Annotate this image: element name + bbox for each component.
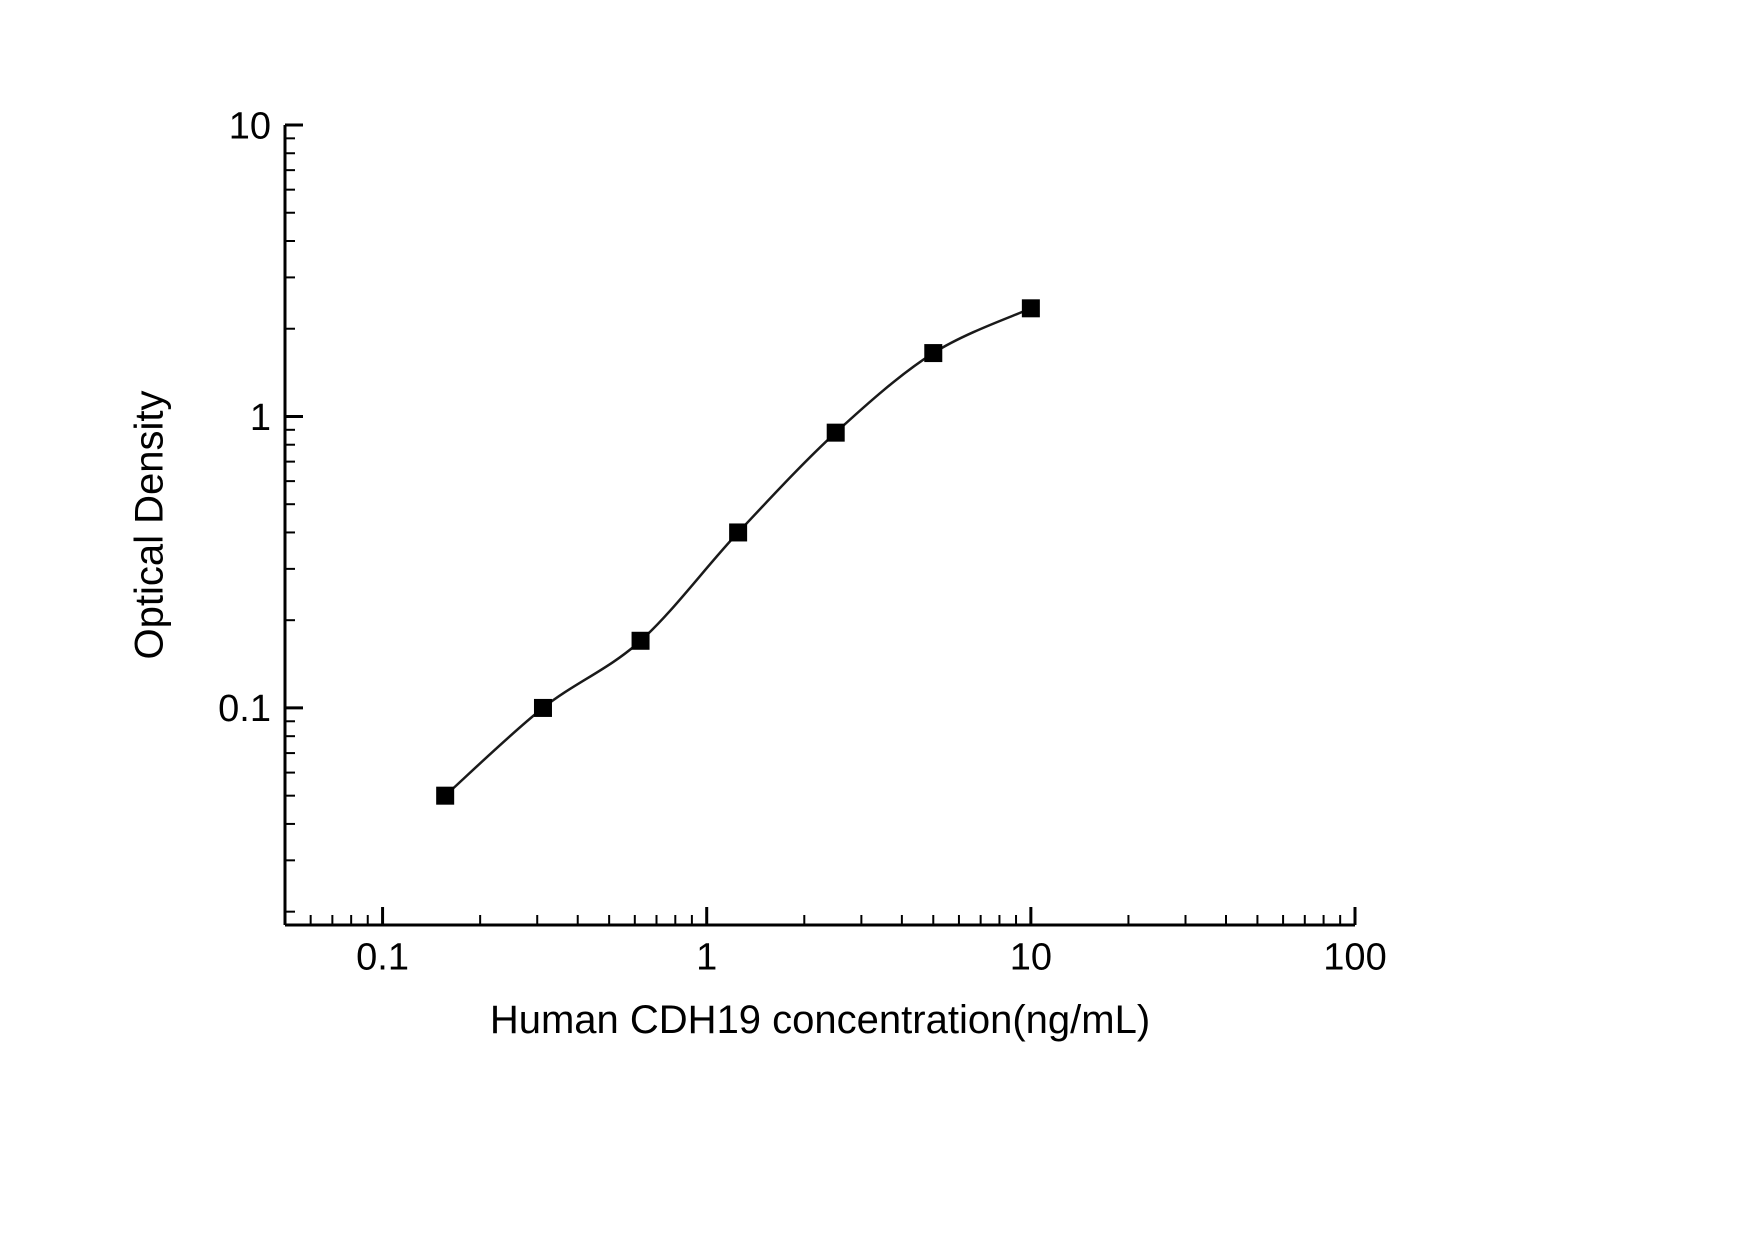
x-axis-title: Human CDH19 concentration(ng/mL) (489, 998, 1151, 1042)
x-tick-label: 100 (1323, 936, 1386, 978)
y-tick-label: 0.1 (218, 688, 271, 730)
x-tick-label: 10 (1010, 936, 1052, 978)
data-point-marker (924, 344, 943, 363)
data-point-marker (826, 423, 845, 442)
data-point-marker (533, 698, 552, 717)
y-tick-label: 10 (229, 105, 271, 147)
data-point-marker (729, 523, 748, 542)
data-point-marker (1021, 299, 1040, 318)
y-tick-label: 1 (250, 397, 271, 439)
y-axis-title: Optical Density (127, 390, 172, 660)
data-point-marker (436, 786, 455, 805)
standard-curve-line (444, 307, 1032, 797)
x-tick-label: 1 (696, 936, 717, 978)
data-point-marker (631, 631, 650, 650)
x-tick-label: 0.1 (356, 936, 409, 978)
